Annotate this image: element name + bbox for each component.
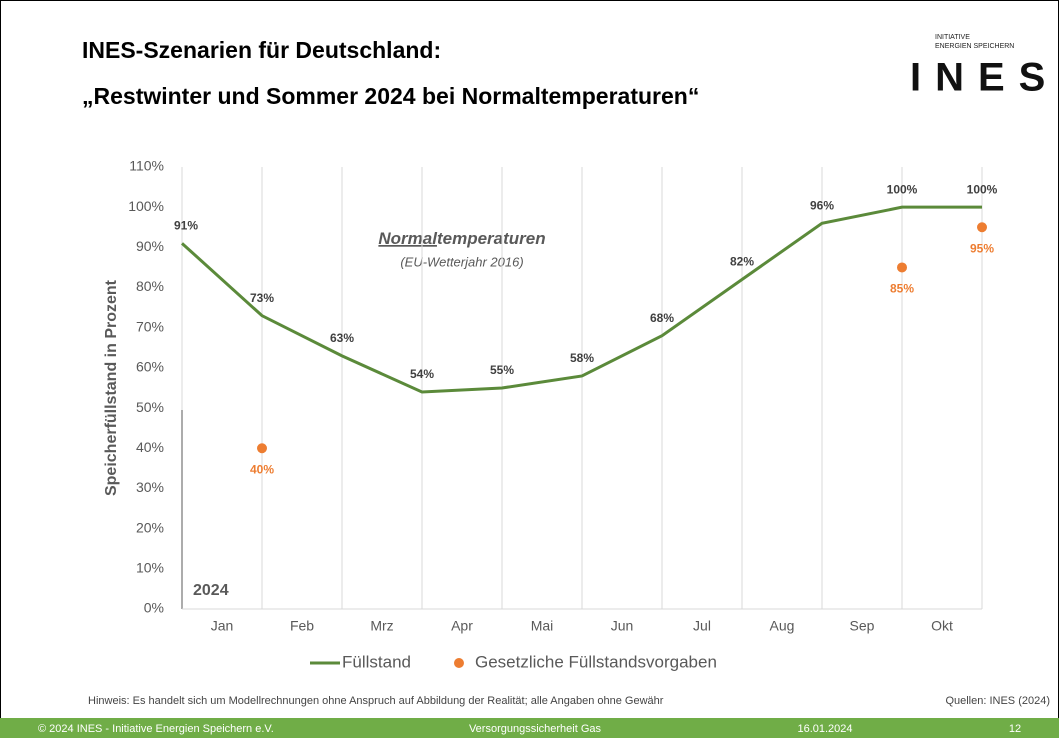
legend-label: Gesetzliche Füllstandsvorgaben [475,652,717,671]
logo-text: ENERGIEN SPEICHERN [935,43,1014,50]
annotation-sub: (EU-Wetterjahr 2016) [400,254,523,269]
data-label: 68% [650,311,674,325]
annotation-part: Normal [378,229,438,248]
annotation-part: temperaturen [437,229,546,248]
data-label: 100% [887,182,918,196]
y-tick-label: 10% [136,560,164,576]
year-label: 2024 [193,582,229,599]
x-tick-label: Feb [290,618,314,634]
x-tick-label: Mrz [370,618,393,634]
footer-text: 16.01.2024 [797,723,852,735]
footer-text: 12 [1009,723,1021,735]
y-axis-label: Speicherfüllstand in Prozent [103,279,120,496]
y-tick-label: 40% [136,439,164,455]
y-tick-label: 30% [136,479,164,495]
x-tick-label: Jul [693,618,711,634]
data-label: 55% [490,363,514,377]
title: INES-Szenarien für Deutschland: [82,37,441,63]
x-tick-label: Aug [770,618,795,634]
data-label: 82% [730,255,754,269]
logo-text: INITIATIVE [935,34,970,41]
x-tick-label: Jan [211,618,234,634]
data-label: 96% [810,198,834,212]
x-tick-label: Apr [451,618,473,634]
y-tick-label: 80% [136,278,164,294]
footer-bar [0,718,1059,738]
data-label: 54% [410,367,434,381]
data-label: 40% [250,462,274,476]
y-tick-label: 90% [136,238,164,254]
note: Hinweis: Es handelt sich um Modellrechnu… [88,695,664,707]
annotation: Normaltemperaturen [378,229,545,248]
source: Quellen: INES (2024) [945,695,1050,707]
data-label: 58% [570,351,594,365]
legend-label: Füllstand [342,652,411,671]
data-label: 85% [890,282,914,296]
data-label: 100% [967,182,998,196]
y-tick-label: 70% [136,318,164,334]
y-tick-label: 20% [136,519,164,535]
y-tick-label: 0% [144,600,164,616]
marker [257,443,267,454]
x-tick-label: Mai [531,618,554,634]
title: „Restwinter und Sommer 2024 bei Normalte… [82,83,699,109]
footer-text: © 2024 INES - Initiative Energien Speich… [38,723,274,735]
data-label: 91% [174,219,198,233]
legend-swatch [453,658,464,668]
y-tick-label: 50% [136,399,164,415]
data-label: 63% [330,331,354,345]
x-tick-label: Jun [611,618,634,634]
line [180,205,982,394]
logo: INES [910,56,1059,100]
x-tick-label: Sep [850,618,875,634]
data-label: 95% [970,241,994,255]
y-tick-label: 60% [136,359,164,375]
data-label: 73% [250,291,274,305]
footer-text: Versorgungssicherheit Gas [469,723,602,735]
y-tick-label: 100% [128,198,164,214]
marker [897,262,907,273]
x-tick-label: Okt [931,618,953,634]
y-tick-label: 110% [129,158,164,174]
marker [977,222,987,233]
